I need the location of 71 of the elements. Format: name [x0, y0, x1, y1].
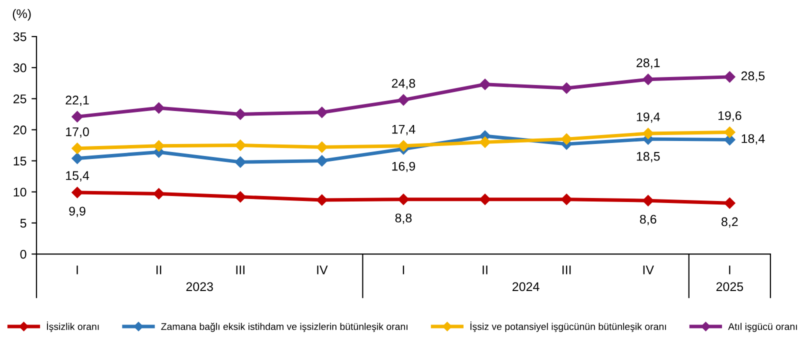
data-label: 18,4	[742, 134, 765, 145]
point	[316, 142, 328, 153]
data-label: 16,9	[392, 162, 416, 172]
point	[479, 136, 491, 148]
y-tick-label: 25	[14, 94, 26, 104]
point	[560, 82, 572, 94]
y-tick-label: 10	[14, 188, 26, 197]
y-axis-title: (%)	[12, 8, 31, 21]
point	[234, 140, 246, 151]
point	[642, 74, 654, 86]
text: 2025	[716, 282, 744, 292]
data-label: 19,4	[636, 112, 660, 123]
y-tick-label: 20	[14, 126, 26, 134]
point	[316, 194, 328, 206]
point	[316, 106, 328, 118]
point	[316, 155, 328, 166]
point	[724, 126, 736, 138]
x-tick-label: IV	[317, 266, 328, 274]
x-tick-label: III	[236, 266, 244, 274]
y-tick-label: 0	[20, 250, 26, 259]
point	[153, 140, 164, 152]
legend-label: İşsizlik oranı	[47, 322, 99, 332]
data-label: 19,6	[718, 111, 742, 122]
point	[398, 140, 410, 152]
data-label: 8,2	[722, 217, 738, 228]
point	[234, 108, 246, 120]
y-tick-label: 5	[20, 218, 26, 228]
point	[642, 194, 654, 206]
legend-label: Zamana bağlı eksik istihdam ve işsizlerin bütünleşik oranı	[161, 322, 408, 332]
point	[642, 128, 654, 140]
legend-label: İşsiz ve potansiyel işgücünün bütünleşik oranı	[470, 322, 666, 332]
data-label: 28,1	[636, 58, 660, 69]
point	[153, 188, 164, 200]
y-tick-label: 30	[13, 63, 26, 72]
point	[72, 152, 83, 164]
point	[479, 194, 491, 205]
x-tick-label: IV	[643, 266, 654, 274]
data-label: 24,8	[392, 78, 416, 90]
y-tick-label: 15	[14, 156, 26, 166]
point	[234, 191, 246, 202]
text: 2023	[186, 282, 213, 292]
point	[153, 102, 164, 114]
x-tick-label: III	[562, 266, 571, 274]
x-tick-label: II	[156, 266, 162, 274]
point	[72, 111, 83, 122]
x-tick-label: I	[729, 266, 730, 274]
point	[72, 142, 83, 154]
point	[398, 94, 410, 106]
data-label: 17,0	[66, 127, 89, 138]
data-label: 8,6	[640, 214, 656, 226]
data-label: 15,4	[66, 171, 90, 182]
x-tick-label: I	[402, 266, 404, 274]
point	[724, 71, 736, 83]
point	[479, 78, 491, 90]
point	[560, 133, 572, 145]
y-tick-label: 35	[13, 32, 26, 42]
point	[560, 194, 572, 205]
data-label: 22,1	[66, 96, 89, 106]
x-tick-label: II	[482, 266, 488, 274]
legend-label: Atıl işgücü oranı	[728, 322, 797, 332]
data-label: 17,4	[392, 124, 416, 136]
point	[724, 197, 736, 209]
x-tick-label: I	[76, 266, 78, 274]
text: 2024	[512, 282, 540, 292]
data-label: 9,9	[69, 206, 86, 218]
data-label: 18,5	[636, 152, 660, 162]
point	[72, 186, 83, 198]
point	[398, 194, 410, 205]
point	[234, 156, 246, 168]
data-label: 8,8	[395, 214, 412, 224]
data-label: 28,5	[741, 71, 765, 82]
